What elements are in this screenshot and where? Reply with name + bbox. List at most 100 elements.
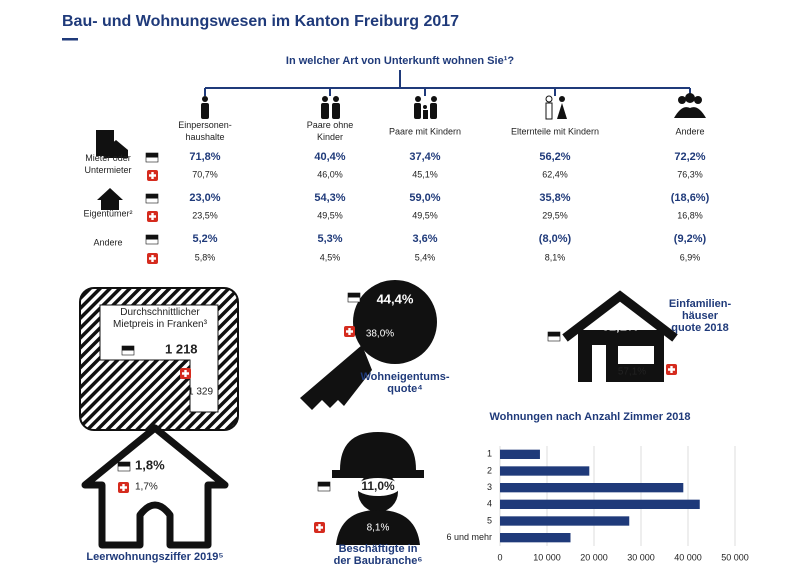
flag-fr-top [146, 194, 158, 199]
x-tick-label: 0 [497, 552, 502, 562]
flag-ch-cross [316, 524, 323, 531]
value-fr: (18,6%) [671, 192, 710, 204]
value-ch: 23,5% [192, 210, 218, 220]
value-fr: 37,4% [409, 151, 440, 163]
value-ch: 46,0% [317, 169, 343, 179]
vacancy-house [81, 424, 229, 549]
key-ch: 38,0% [366, 329, 394, 340]
bar-chart: 0 10 000 20 000 30 000 40 000 50 000 1 2 3 4 5 6 un… [446, 446, 749, 562]
value-ch: 8,1% [545, 252, 566, 262]
household-icons [96, 93, 706, 210]
y-tick-label: 4 [487, 499, 492, 509]
bar [500, 533, 571, 543]
y-tick-label: 2 [487, 465, 492, 475]
worker-ch: 8,1% [367, 523, 390, 534]
flag-fr-top [318, 482, 330, 487]
value-ch: 76,3% [677, 169, 703, 179]
row-label: Eigentümer² [83, 208, 132, 218]
value-fr: 40,4% [314, 151, 345, 163]
title-underline [62, 38, 78, 41]
row-label: Mieter oder Untermieter [84, 153, 131, 175]
value-fr: 3,6% [412, 233, 437, 245]
flag-fr-top [122, 346, 134, 351]
key-label: Wohneigentums-quote⁴ [360, 371, 449, 395]
x-tick-label: 10 000 [533, 552, 561, 562]
value-ch: 49,5% [412, 210, 438, 220]
bracket [204, 70, 691, 96]
y-tick-label: 1 [487, 449, 492, 459]
value-fr: 56,2% [539, 151, 570, 163]
flag-ch-cross [668, 366, 675, 373]
value-ch: 16,8% [677, 210, 703, 220]
value-ch: 45,1% [412, 169, 438, 179]
value-fr: 54,3% [314, 192, 345, 204]
flag-ch-cross [149, 172, 156, 179]
vacancy-fr: 1,8% [135, 457, 165, 472]
value-fr: 71,8% [189, 151, 220, 163]
value-ch: 62,4% [542, 169, 568, 179]
flag-fr-top [146, 153, 158, 158]
x-tick-label: 20 000 [580, 552, 608, 562]
chart-title: Wohnungen nach Anzahl Zimmer 2018 [489, 411, 690, 423]
y-tick-label: 6 und mehr [446, 532, 492, 542]
y-tick-label: 3 [487, 482, 492, 492]
bar [500, 483, 684, 493]
flag-ch-cross [182, 370, 189, 377]
rent-fr: 1 218 [165, 341, 198, 356]
value-ch: 70,7% [192, 169, 218, 179]
rent-floor [99, 304, 219, 413]
value-ch: 5,8% [195, 252, 216, 262]
column-label: Paare mit Kindern [389, 126, 461, 136]
value-ch: 4,5% [320, 252, 341, 262]
value-fr: 5,3% [317, 233, 342, 245]
worker-face [356, 478, 400, 496]
flag-ch-cross [149, 255, 156, 262]
vacancy-label: Leerwohnungsziffer 2019⁵ [86, 551, 223, 563]
value-fr: 5,2% [192, 233, 217, 245]
value-ch: 5,4% [415, 252, 436, 262]
bar [500, 466, 590, 476]
rent-ch: 1 329 [188, 387, 213, 398]
page-title: Bau- und Wohnungswesen im Kanton Freibur… [62, 13, 459, 30]
bar [500, 449, 540, 459]
value-ch: 49,5% [317, 210, 343, 220]
flag-ch-cross [346, 328, 353, 335]
rent-label: Durchschnittlicher Mietpreis in Franken³ [113, 307, 208, 330]
key-fr: 44,4% [377, 291, 414, 306]
house-ch: 57,1% [618, 367, 646, 378]
value-ch: 29,5% [542, 210, 568, 220]
column-label: Einpersonen-haushalte [178, 120, 232, 142]
x-tick-label: 30 000 [627, 552, 655, 562]
x-tick-label: 50 000 [721, 552, 749, 562]
worker-fr: 11,0% [361, 479, 395, 493]
vacancy-ch: 1,7% [135, 482, 158, 493]
flag-fr-top [146, 235, 158, 240]
key-icon [300, 280, 437, 410]
x-tick-label: 40 000 [674, 552, 702, 562]
row-label: Andere [93, 237, 122, 247]
value-fr: 23,0% [189, 192, 220, 204]
worker-label: Beschäftigte in der Baubranche⁶ [334, 543, 423, 567]
column-label: Paare ohne Kinder [307, 120, 354, 142]
flag-ch-cross [149, 213, 156, 220]
value-fr: 72,2% [674, 151, 705, 163]
question: In welcher Art von Unterkunft wohnen Sie… [286, 55, 514, 67]
value-ch: 6,9% [680, 252, 701, 262]
flag-fr-top [118, 462, 130, 467]
value-fr: 35,8% [539, 192, 570, 204]
flag-fr-top [348, 293, 360, 298]
flag-ch-cross [120, 484, 128, 491]
house-label: Einfamilien-häuser quote 2018 [669, 298, 732, 334]
flag-fr-top [548, 332, 560, 337]
flags [117, 292, 677, 533]
y-tick-label: 5 [487, 515, 492, 525]
value-fr: (9,2%) [674, 233, 707, 245]
table: Einpersonen-haushalte Paare ohne Kinder Paa… [83, 120, 710, 264]
value-fr: (8,0%) [539, 233, 572, 245]
column-label: Elternteile mit Kindern [511, 126, 599, 136]
column-label: Andere [675, 126, 704, 136]
value-fr: 59,0% [409, 192, 440, 204]
bar [500, 499, 700, 509]
bar [500, 516, 630, 526]
